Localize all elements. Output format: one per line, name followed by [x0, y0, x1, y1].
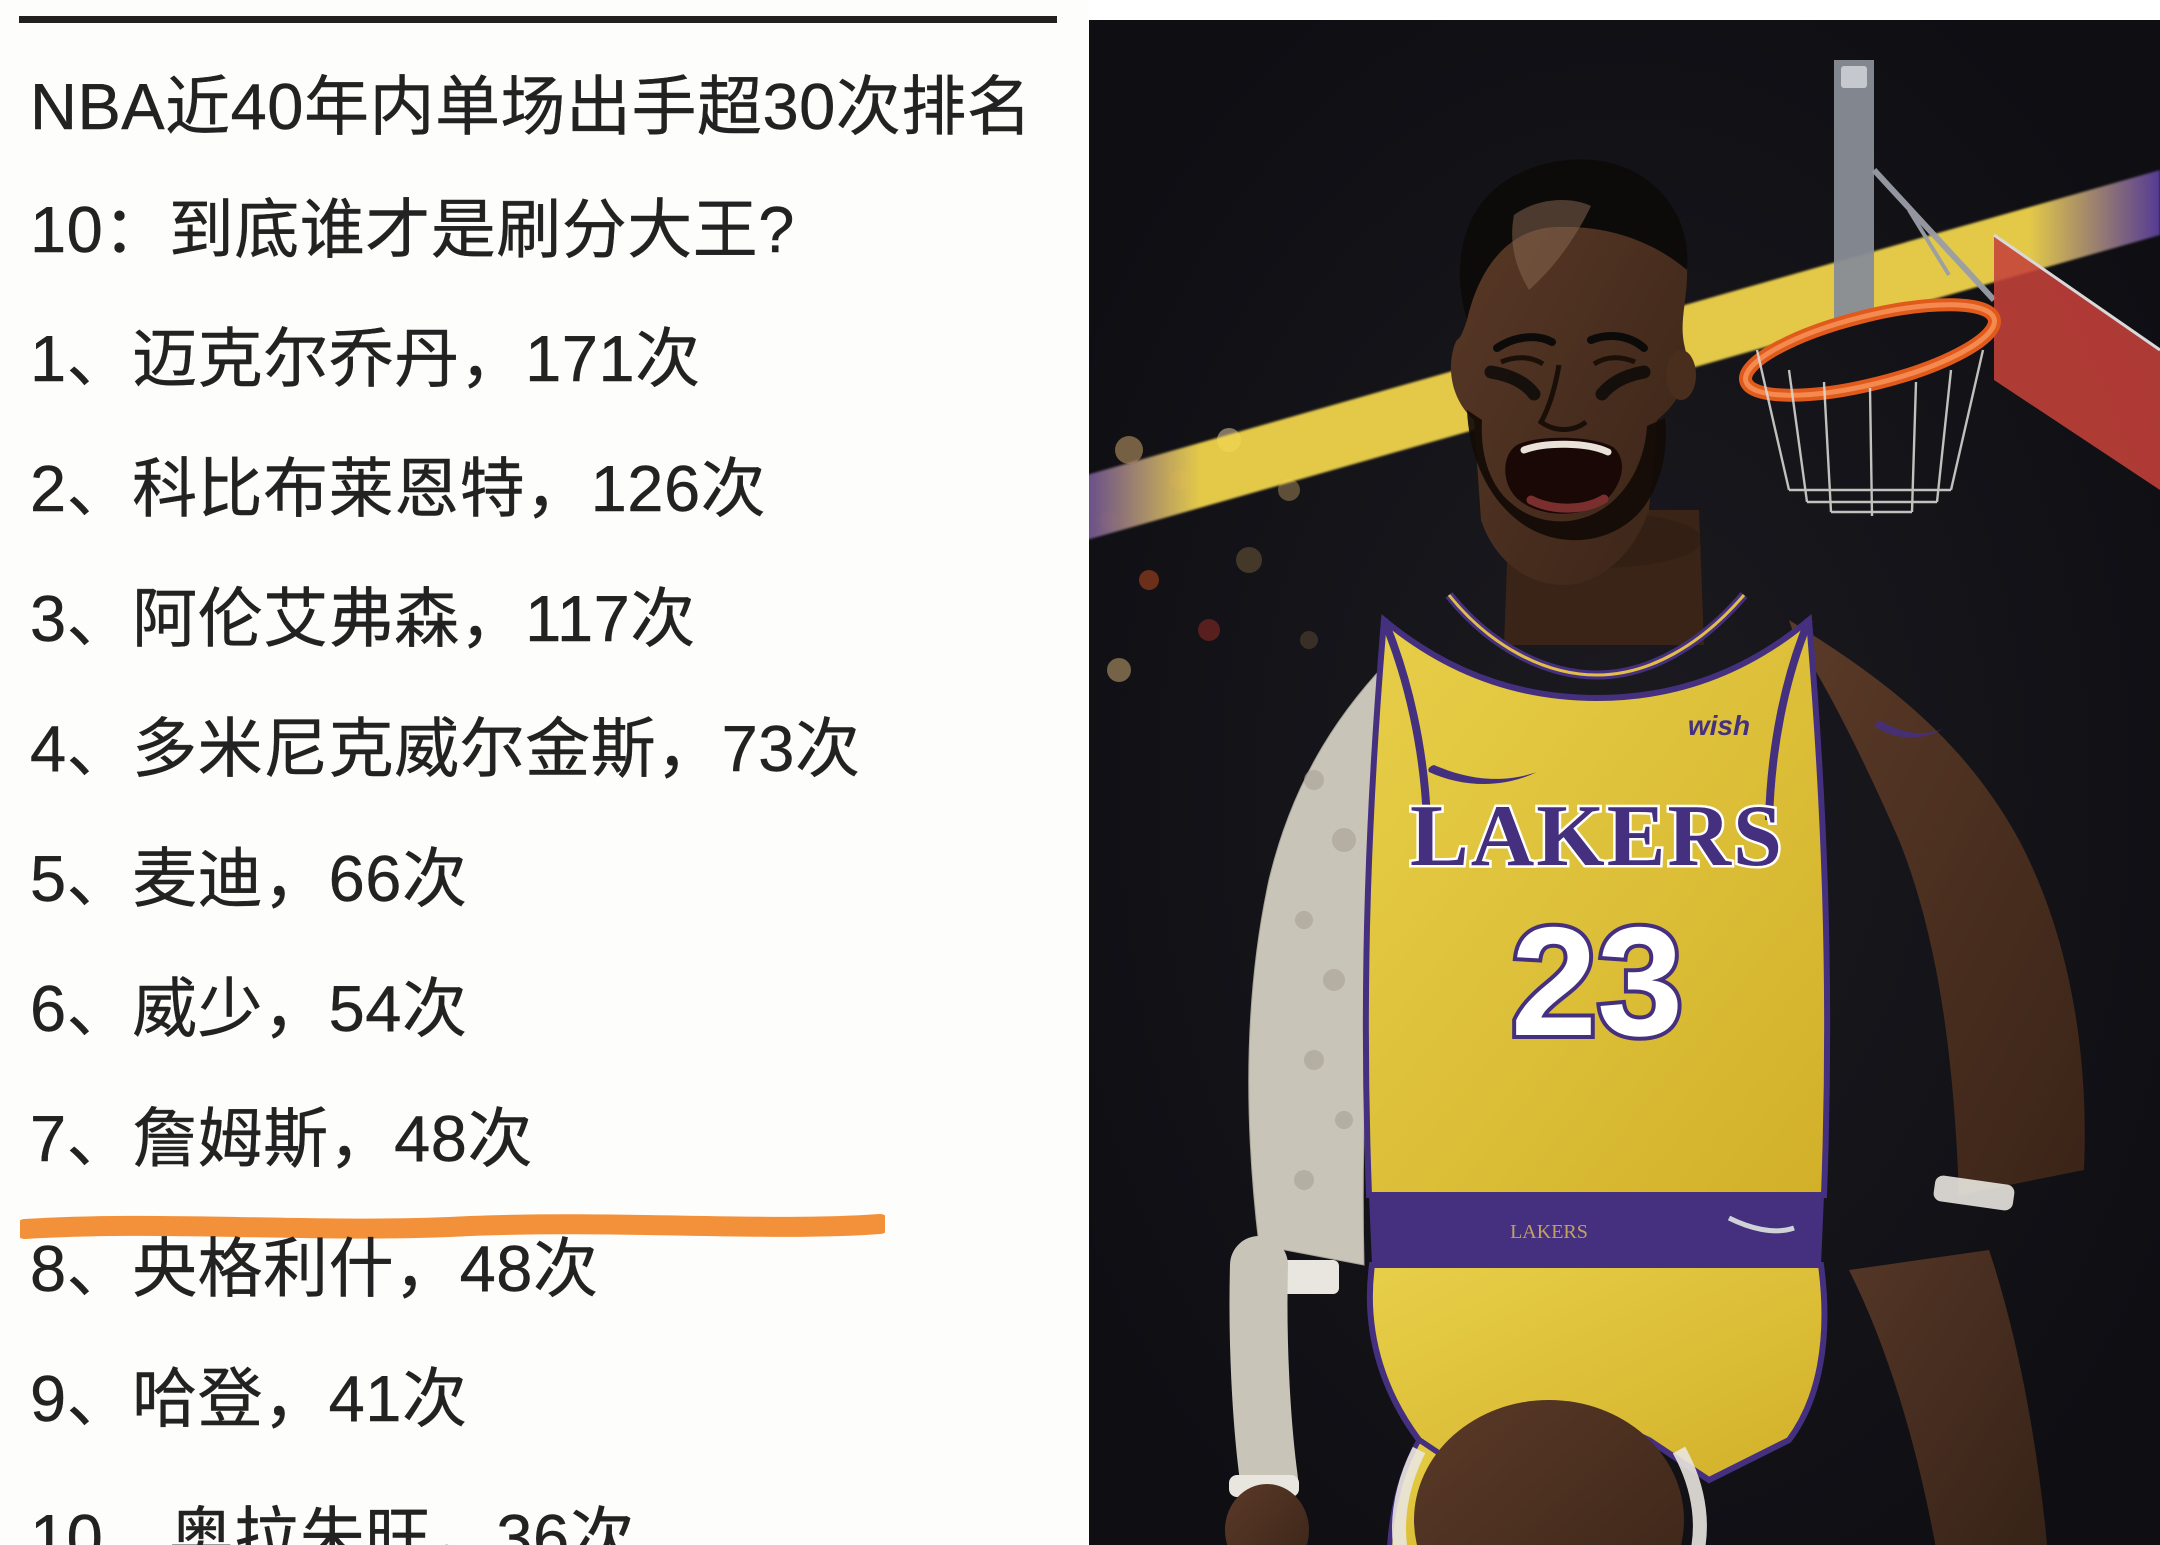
- svg-text:wish: wish: [1688, 710, 1750, 741]
- svg-text:LAKERS: LAKERS: [1510, 1221, 1588, 1243]
- svg-text:LAKERS: LAKERS: [1410, 788, 1784, 885]
- svg-text:23: 23: [1511, 895, 1683, 1068]
